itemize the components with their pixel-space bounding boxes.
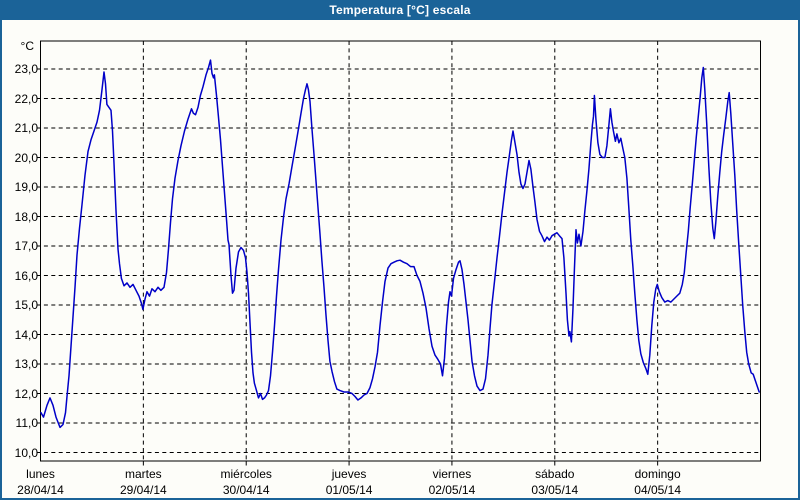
y-tick-label: 14,0 [14,327,38,342]
day-date-label: 28/04/14 [17,483,64,497]
y-tick-label: 10,0 [14,445,38,460]
y-tick-label: 15,0 [14,298,38,312]
x-day-label: domingo 04/05/14 [603,466,713,498]
day-name-label: martes [125,467,162,481]
x-day-label: miércoles 30/04/14 [191,466,301,498]
title-bar: Temperatura [°C] escala [0,0,800,20]
x-day-label: lunes 28/04/14 [0,466,96,498]
day-name-label: lunes [26,467,55,481]
day-date-label: 03/05/14 [531,483,579,497]
day-name-label: jueves [331,467,367,481]
y-tick-label: 12,0 [14,386,38,401]
day-name-label: domingo [634,467,681,481]
y-tick-label: 21,0 [14,121,38,135]
day-date-label: 29/04/14 [119,483,167,497]
day-name-label: miércoles [220,467,272,481]
y-tick-label: 18,0 [14,209,38,224]
y-tick-label: 16,0 [14,268,38,283]
y-tick-label: 13,0 [14,357,38,371]
day-name-label: sábado [535,467,575,481]
day-date-label: 01/05/14 [325,483,373,497]
y-tick-label: 11,0 [15,416,38,430]
temperature-curve [40,59,760,429]
day-date-label: 02/05/14 [428,483,476,497]
y-tick-label: 17,0 [14,239,38,253]
x-day-label: viernes 02/05/14 [397,466,507,498]
y-tick-label: 22,0 [14,91,38,106]
chart-title: Temperatura [°C] escala [329,3,471,17]
y-axis-unit-label: °C [20,39,34,53]
y-tick-label: 23,0 [14,62,38,76]
y-tick-label: 20,0 [14,150,38,165]
day-name-label: viernes [432,467,472,481]
x-day-label: martes 29/04/14 [88,466,198,498]
day-date-label: 30/04/14 [222,483,270,497]
day-date-label: 04/05/14 [634,483,681,497]
y-tick-label: 19,0 [14,180,38,194]
x-day-label: jueves 01/05/14 [294,466,404,498]
x-day-label: sábado 03/05/14 [500,466,610,498]
plot-frame [40,40,761,462]
